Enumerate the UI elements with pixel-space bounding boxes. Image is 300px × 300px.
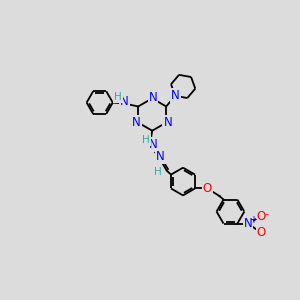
Text: N: N [164, 116, 172, 129]
Text: N: N [132, 116, 141, 129]
Text: N: N [244, 217, 253, 230]
Text: O: O [203, 182, 212, 195]
Text: N: N [148, 91, 158, 104]
Text: N: N [148, 138, 158, 151]
Text: +: + [249, 215, 257, 225]
Text: H: H [114, 92, 122, 102]
Text: O: O [256, 210, 266, 223]
Text: H: H [142, 135, 150, 145]
Text: H: H [154, 167, 161, 177]
Text: N: N [156, 150, 165, 163]
Text: N: N [171, 89, 180, 102]
Text: N: N [120, 95, 129, 108]
Text: O: O [256, 226, 266, 238]
Text: -: - [265, 209, 268, 219]
